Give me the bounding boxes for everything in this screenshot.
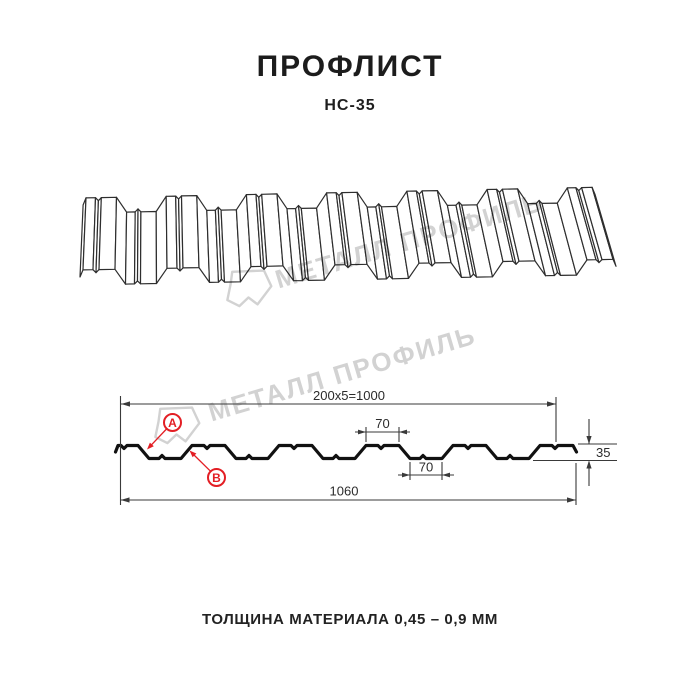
marker-a-circle: [163, 413, 182, 432]
marker-b-circle: [207, 468, 226, 487]
marker-b: В: [189, 450, 226, 487]
dimension-rib-bottom-width: 70: [398, 460, 454, 480]
dimension-profile-height: 35: [533, 419, 617, 486]
dim-profile-height-label: 35: [596, 445, 610, 460]
marker-b-arrow: [189, 450, 197, 458]
profile-cross-section-outline: [113, 443, 579, 461]
marker-a: А: [147, 413, 182, 450]
dim-rib-bottom-width-label: 70: [419, 460, 433, 475]
dim-rib-top-width-label: 70: [375, 416, 389, 431]
marker-a-letter: А: [168, 416, 177, 430]
dimension-overall-width: 1060: [120, 463, 577, 505]
dim-overall-width-label: 1060: [330, 484, 359, 499]
profile-model-subtitle: НС-35: [324, 97, 376, 114]
dim-module-width-label: 200x5=1000: [313, 388, 385, 403]
sheet-3d-faces: [79, 186, 617, 285]
material-thickness-note: ТОЛЩИНА МАТЕРИАЛА 0,45 – 0,9 ММ: [201, 611, 499, 628]
dimension-module-width: 200x5=1000: [119, 388, 557, 505]
marker-b-letter: В: [212, 471, 221, 485]
marker-a-arrow: [147, 442, 154, 450]
page-title: ПРОФЛИСТ: [256, 50, 444, 83]
dimension-rib-top-width: 70: [355, 416, 410, 442]
